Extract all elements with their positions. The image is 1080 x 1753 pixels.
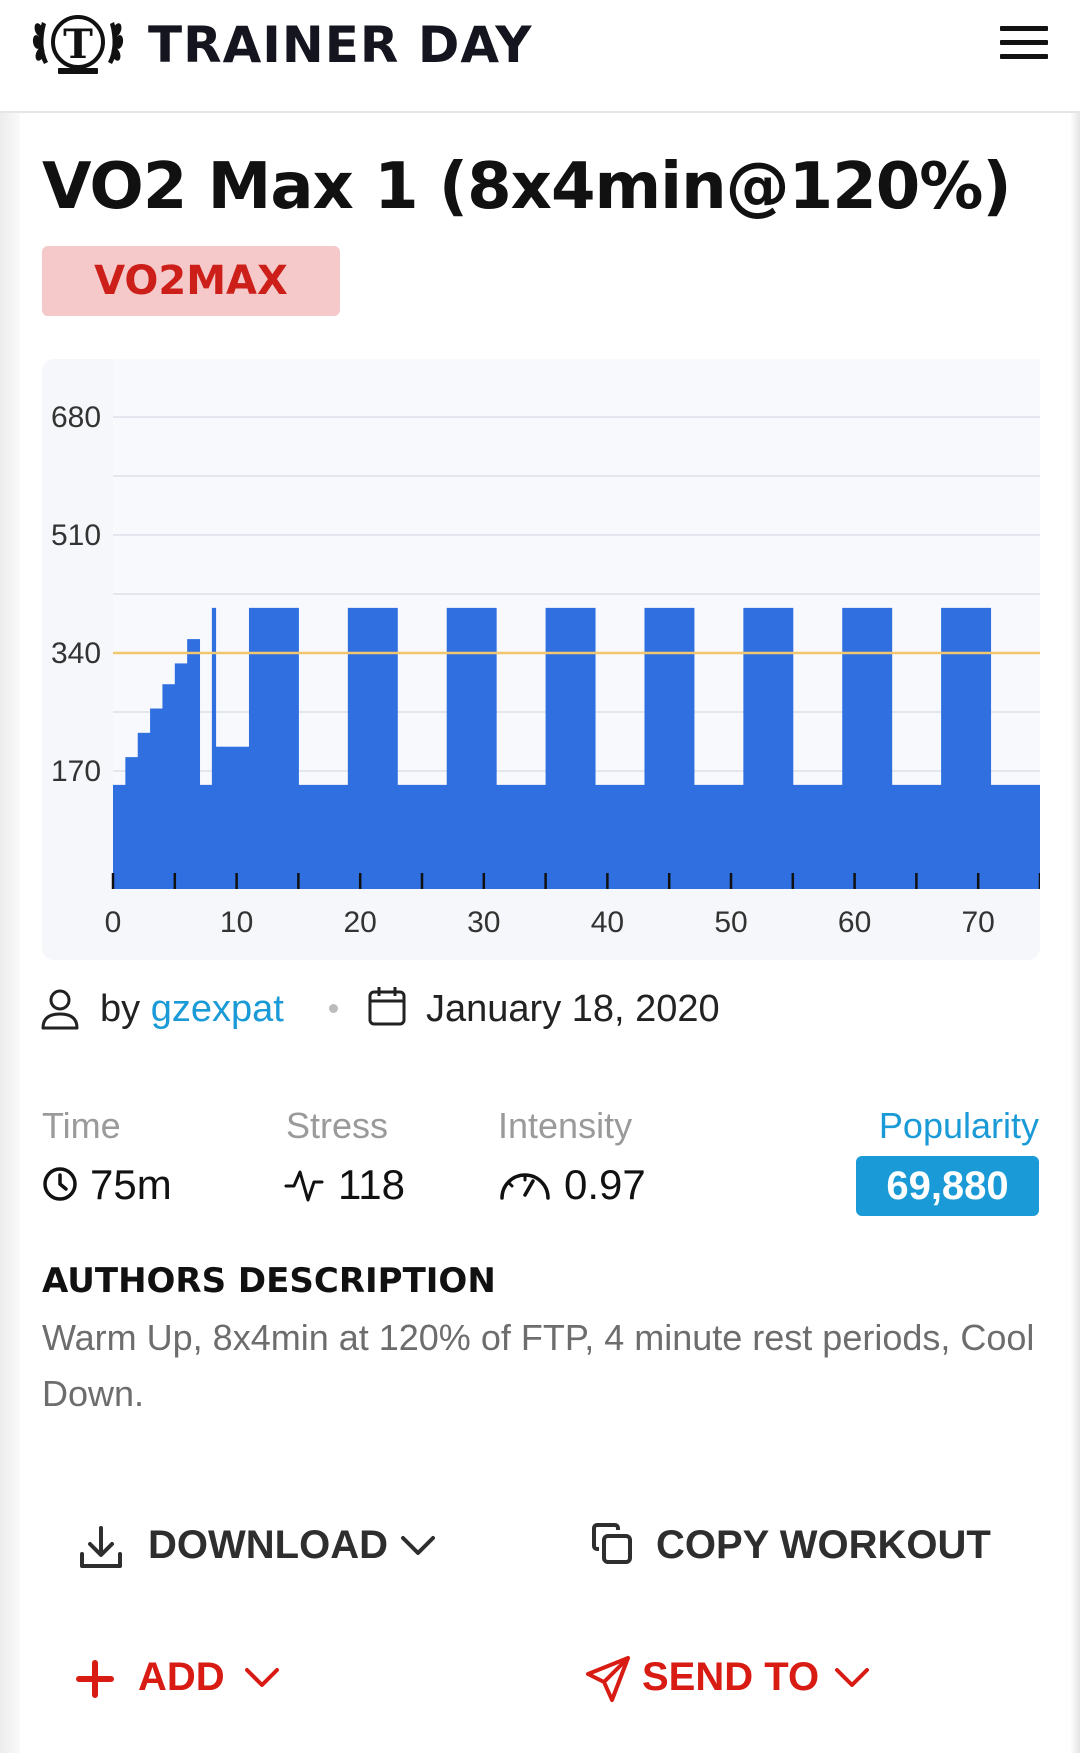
power-bar bbox=[644, 607, 695, 889]
copy-workout-button[interactable]: COPY WORKOUT bbox=[590, 1520, 991, 1580]
x-tick-label: 50 bbox=[714, 906, 747, 939]
power-bar bbox=[125, 757, 139, 889]
y-tick-label: 170 bbox=[51, 755, 101, 788]
power-bar bbox=[595, 784, 645, 889]
stress-value: 118 bbox=[338, 1161, 405, 1208]
author-link[interactable]: gzexpat bbox=[150, 988, 284, 1030]
power-bar bbox=[743, 607, 794, 889]
send-to-label: SEND TO bbox=[642, 1655, 820, 1699]
description-heading: AUTHORS DESCRIPTION bbox=[42, 1261, 496, 1301]
x-tick-label: 10 bbox=[220, 906, 253, 939]
y-tick-label: 680 bbox=[51, 401, 101, 434]
publish-date: January 18, 2020 bbox=[426, 988, 720, 1030]
right-edge-shadow bbox=[1070, 112, 1080, 1753]
chart-svg: 170 340 510 680 0 10 20 30 40 50 60 70 bbox=[51, 359, 1040, 939]
by-label: by bbox=[100, 988, 141, 1030]
x-tick-label: 20 bbox=[344, 906, 377, 939]
workout-type-badge: VO2MAX bbox=[42, 246, 340, 316]
x-tick-label: 60 bbox=[838, 906, 871, 939]
popularity-value: 69,880 bbox=[856, 1156, 1039, 1216]
power-bar bbox=[150, 708, 163, 889]
send-icon bbox=[586, 1656, 630, 1702]
power-bar bbox=[842, 607, 893, 889]
time-value: 75m bbox=[90, 1161, 172, 1208]
laurel-shield-logo[interactable]: T bbox=[30, 6, 126, 80]
power-bar bbox=[446, 607, 497, 889]
power-bar bbox=[215, 746, 250, 889]
time-label: Time bbox=[42, 1105, 121, 1146]
x-tick-label: 0 bbox=[105, 906, 122, 939]
copy-workout-label: COPY WORKOUT bbox=[656, 1523, 991, 1567]
power-bar bbox=[792, 784, 843, 889]
power-bar bbox=[298, 784, 349, 889]
speedometer-icon bbox=[498, 1164, 552, 1209]
svg-text:T: T bbox=[63, 21, 93, 68]
stress-label: Stress bbox=[286, 1105, 389, 1146]
download-icon bbox=[80, 1526, 122, 1568]
calendar-icon bbox=[368, 986, 406, 1026]
power-bar bbox=[941, 607, 992, 889]
copy-icon bbox=[592, 1523, 632, 1564]
download-label: DOWNLOAD bbox=[148, 1523, 388, 1567]
power-bar bbox=[397, 784, 448, 889]
power-bar bbox=[545, 607, 596, 889]
add-button[interactable]: ADD bbox=[76, 1652, 296, 1712]
site-header: T TRAINER DAY bbox=[0, 0, 1080, 113]
power-bar bbox=[248, 607, 299, 889]
power-bar bbox=[693, 784, 744, 889]
power-bar bbox=[199, 784, 213, 889]
clock-icon bbox=[42, 1166, 78, 1207]
power-bar bbox=[496, 784, 547, 889]
x-tick-label: 40 bbox=[591, 906, 624, 939]
chevron-down-icon bbox=[835, 1668, 869, 1687]
user-icon bbox=[40, 988, 80, 1030]
y-tick-label: 510 bbox=[51, 519, 101, 552]
add-label: ADD bbox=[138, 1655, 225, 1699]
left-edge-shadow bbox=[0, 112, 20, 1753]
y-tick-label: 340 bbox=[51, 637, 101, 670]
chevron-down-icon bbox=[245, 1668, 279, 1687]
power-bar bbox=[990, 784, 1040, 889]
send-to-button[interactable]: SEND TO bbox=[584, 1652, 904, 1712]
description-text: Warm Up, 8x4min at 120% of FTP, 4 minute… bbox=[42, 1317, 1035, 1414]
x-tick-label: 30 bbox=[467, 906, 500, 939]
x-tick-label: 70 bbox=[962, 906, 995, 939]
power-bar bbox=[113, 784, 126, 889]
brand-name[interactable]: TRAINER DAY bbox=[148, 16, 533, 74]
power-bar bbox=[162, 684, 176, 889]
chevron-down-icon bbox=[401, 1536, 435, 1555]
author-line: by gzexpat bbox=[100, 986, 284, 1032]
workout-power-chart: 170 340 510 680 0 10 20 30 40 50 60 70 bbox=[42, 359, 1040, 960]
workout-title: VO2 Max 1 (8x4min@120%) bbox=[42, 150, 1012, 224]
activity-icon bbox=[284, 1164, 324, 1209]
intensity-value: 0.97 bbox=[564, 1161, 646, 1208]
power-bar bbox=[891, 784, 942, 889]
power-bar bbox=[347, 607, 398, 889]
power-bar bbox=[187, 639, 201, 889]
power-bar bbox=[137, 732, 151, 889]
separator-dot bbox=[329, 1004, 338, 1013]
hamburger-menu-icon[interactable] bbox=[1000, 26, 1048, 64]
power-bar bbox=[174, 663, 188, 889]
popularity-label: Popularity bbox=[878, 1105, 1039, 1146]
intensity-label: Intensity bbox=[498, 1105, 633, 1146]
power-bar bbox=[211, 607, 217, 889]
plus-icon bbox=[76, 1660, 114, 1698]
download-button[interactable]: DOWNLOAD bbox=[78, 1520, 448, 1580]
